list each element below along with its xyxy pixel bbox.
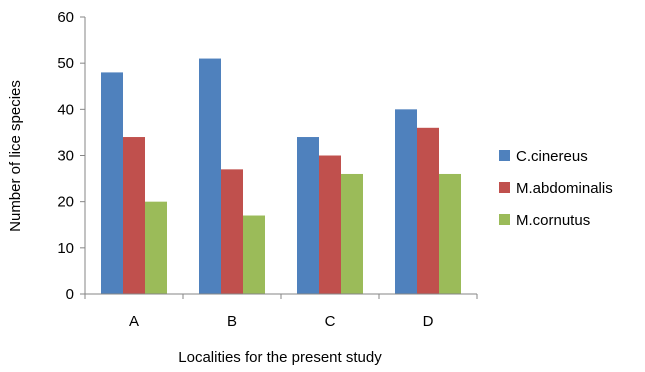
bars xyxy=(101,58,461,295)
legend-swatch-c-cinereus xyxy=(499,150,510,161)
legend-label-c-cinereus: C.cinereus xyxy=(516,148,588,165)
x-axis-ticks: A B C D xyxy=(84,294,478,330)
y-tick-label: 60 xyxy=(57,9,74,26)
legend-swatch-m-abdominalis xyxy=(499,182,510,193)
x-axis-title: Localities for the present study xyxy=(178,349,382,366)
x-tick-label: D xyxy=(423,313,434,330)
y-tick-label: 10 xyxy=(57,240,74,257)
bar-m-cornutus-d xyxy=(439,173,461,294)
bar-c-cinereus-c xyxy=(297,137,319,294)
bar-c-cinereus-a xyxy=(101,72,123,295)
y-tick-label: 40 xyxy=(57,101,74,118)
y-tick-label: 0 xyxy=(66,286,74,303)
bar-m-cornutus-c xyxy=(341,173,363,294)
x-tick-label: A xyxy=(129,313,139,330)
bar-m-cornutus-a xyxy=(145,201,167,294)
bar-m-abdominalis-a xyxy=(123,137,145,294)
x-tick-label: B xyxy=(227,313,237,330)
bar-m-abdominalis-b xyxy=(221,169,243,294)
legend: C.cinereus M.abdominalis M.cornutus xyxy=(499,148,613,229)
bar-c-cinereus-b xyxy=(199,58,221,294)
legend-swatch-m-cornutus xyxy=(499,214,510,225)
legend-label-m-abdominalis: M.abdominalis xyxy=(516,180,613,197)
y-axis-ticks: 0 10 20 30 40 50 60 xyxy=(57,9,85,303)
y-tick-label: 50 xyxy=(57,55,74,72)
y-tick-label: 20 xyxy=(57,194,74,211)
x-tick-label: C xyxy=(325,313,336,330)
bar-m-abdominalis-c xyxy=(319,155,341,294)
y-tick-label: 30 xyxy=(57,148,74,165)
legend-label-m-cornutus: M.cornutus xyxy=(516,212,590,229)
bar-m-abdominalis-d xyxy=(417,127,439,294)
bar-c-cinereus-d xyxy=(395,109,417,294)
y-axis-title: Number of lice species xyxy=(7,80,24,232)
bar-m-cornutus-b xyxy=(243,215,265,294)
